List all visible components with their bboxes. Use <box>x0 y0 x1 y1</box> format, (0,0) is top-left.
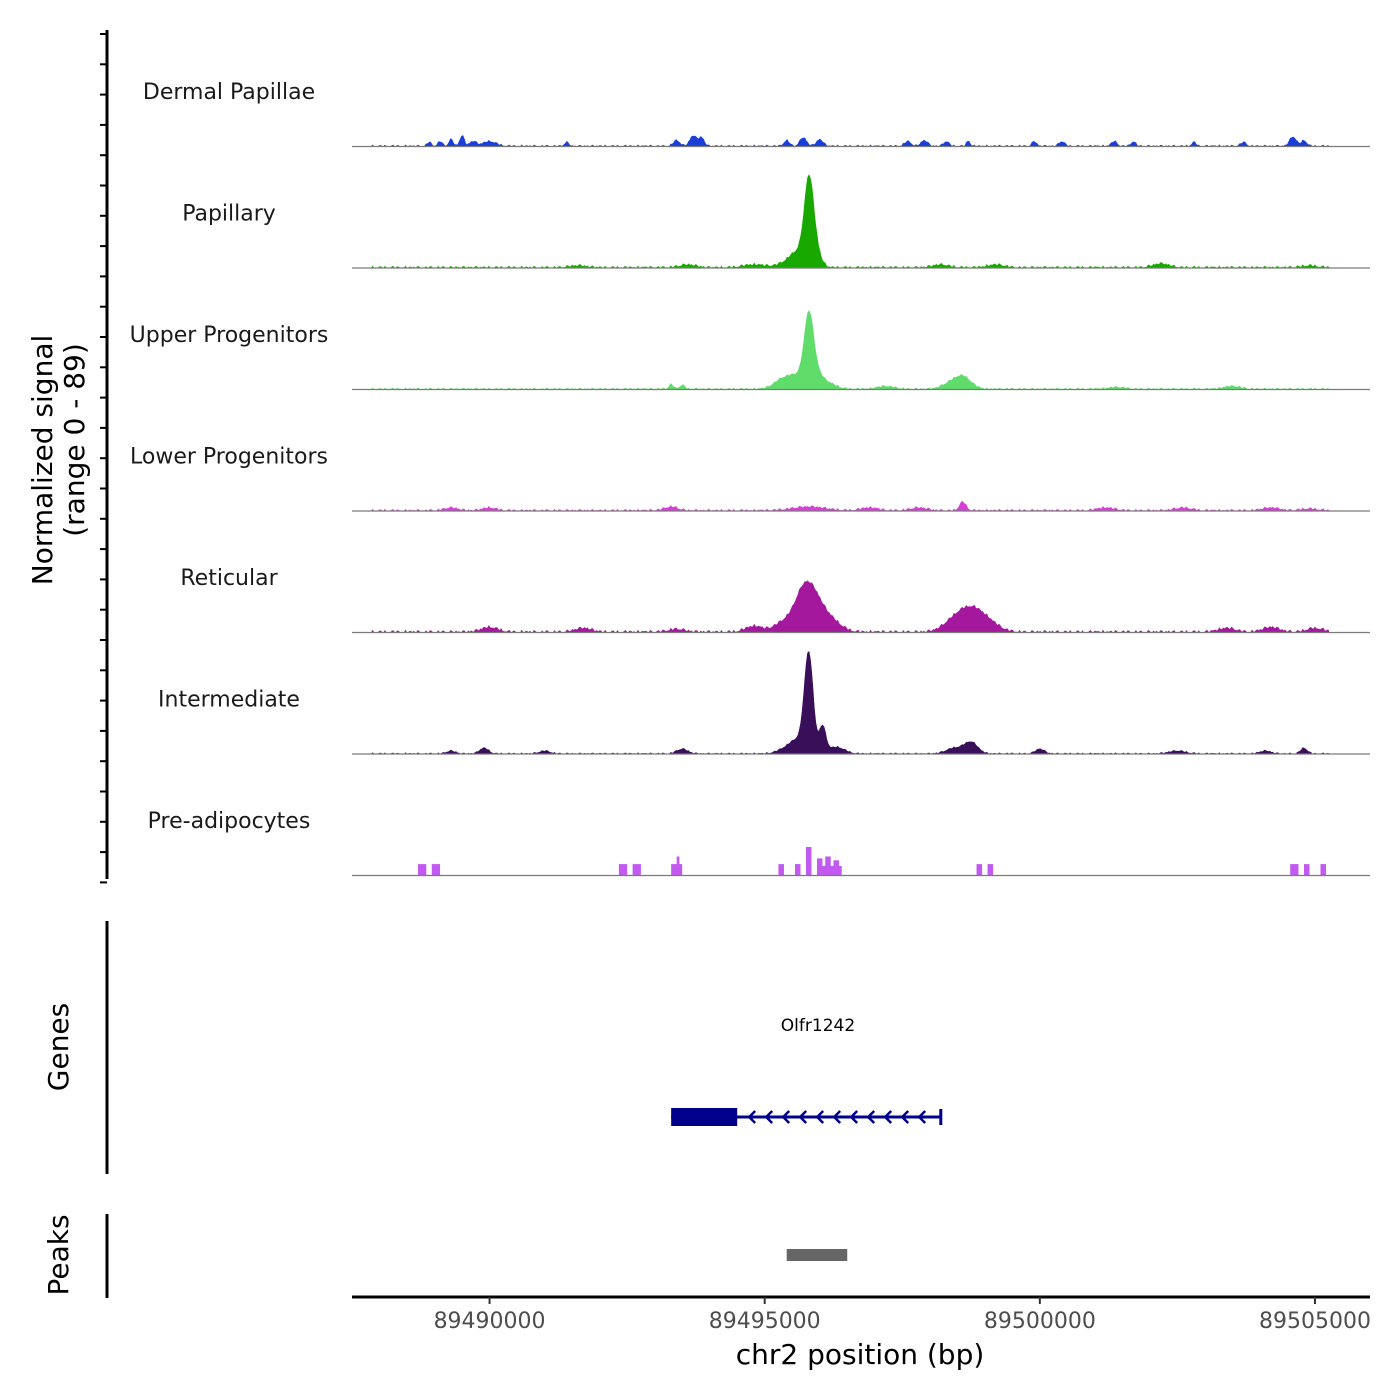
coverage-block <box>618 864 628 876</box>
track-label: Reticular <box>180 566 278 591</box>
coverage-block <box>676 856 680 876</box>
track-label: Upper Progenitors <box>130 323 329 348</box>
y-axis-title-line1: Normalized signal <box>26 335 59 586</box>
coverage-block <box>1320 864 1326 876</box>
strand-arrow <box>917 1110 927 1124</box>
x-tick-label: 89500000 <box>984 1309 1096 1334</box>
strand-arrow <box>866 1110 876 1124</box>
track-label: Pre-adipocytes <box>148 809 311 834</box>
coverage-area <box>370 310 1329 390</box>
coverage-block <box>1303 864 1310 876</box>
coverage-area <box>370 580 1329 633</box>
coverage-block <box>987 864 994 876</box>
coverage-block <box>632 864 641 876</box>
strand-arrow <box>900 1110 910 1124</box>
coverage-track: Lower Progenitors <box>130 445 1370 512</box>
coverage-block <box>1290 864 1299 876</box>
genes-axis-title: Genes <box>42 1003 75 1091</box>
coverage-block <box>805 847 812 876</box>
strand-arrow <box>781 1110 791 1124</box>
x-axis: 89490000 89495000 89500000 89505000 <box>434 1297 1371 1334</box>
coverage-track: Intermediate <box>158 650 1370 755</box>
x-tick-label: 89490000 <box>434 1309 546 1334</box>
gene-exon-block <box>671 1108 738 1126</box>
peak-track <box>786 1249 848 1261</box>
strand-arrow <box>747 1110 757 1124</box>
gene-name-label: Olfr1242 <box>781 1016 855 1036</box>
strand-arrow <box>832 1110 842 1124</box>
coverage-tracks: Dermal Papillae Papillary Upper Progenitor… <box>130 80 1370 877</box>
x-tick-label: 89495000 <box>709 1309 821 1334</box>
strand-arrow <box>798 1110 808 1124</box>
coverage-track: Dermal Papillae <box>143 80 1370 148</box>
track-label: Intermediate <box>158 688 300 713</box>
x-tick-label: 89505000 <box>1259 1309 1371 1334</box>
strand-arrow <box>764 1110 774 1124</box>
coverage-block <box>418 864 427 876</box>
peak-region <box>786 1249 848 1261</box>
coverage-track: Pre-adipocytes <box>148 809 1370 877</box>
gene-track: Olfr1242 <box>671 1016 943 1126</box>
track-label: Papillary <box>182 202 276 227</box>
peaks-axis-title: Peaks <box>42 1214 75 1295</box>
signal-y-axis <box>100 30 109 884</box>
coverage-track: Reticular <box>180 566 1370 634</box>
strand-arrow <box>849 1110 859 1124</box>
coverage-area <box>370 174 1329 269</box>
y-axis-title-line2: (range 0 - 89) <box>58 343 91 537</box>
x-axis-title: chr2 position (bp) <box>736 1338 985 1371</box>
coverage-area <box>370 500 1329 512</box>
coverage-area <box>370 650 1329 755</box>
coverage-block <box>778 864 784 876</box>
strand-arrow <box>883 1110 893 1124</box>
track-label: Dermal Papillae <box>143 80 315 105</box>
coverage-block <box>819 866 842 876</box>
coverage-block <box>794 864 801 876</box>
coverage-track: Papillary <box>182 174 1370 269</box>
coverage-block <box>976 864 983 876</box>
coverage-area <box>370 135 1329 147</box>
track-label: Lower Progenitors <box>130 445 328 470</box>
coverage-block <box>671 864 683 876</box>
coverage-track: Upper Progenitors <box>130 310 1370 391</box>
coverage-block <box>431 864 441 876</box>
strand-arrow <box>815 1110 825 1124</box>
